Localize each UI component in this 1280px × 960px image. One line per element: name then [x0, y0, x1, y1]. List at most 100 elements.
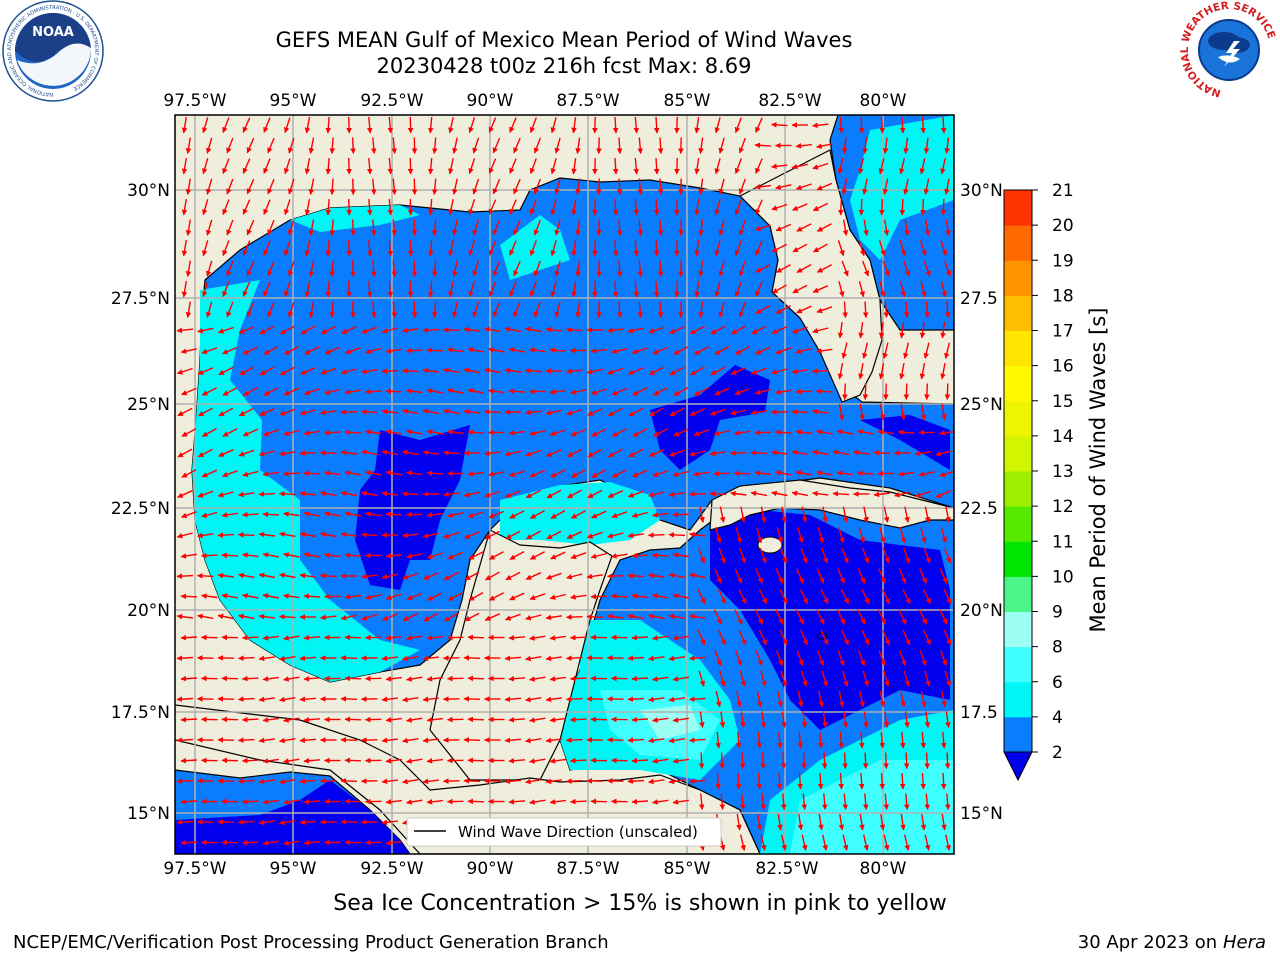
wind-wave-arrow: [364, 388, 382, 395]
wind-wave-arrow: [755, 158, 763, 174]
wind-wave-arrow: [423, 572, 439, 580]
wind-wave-arrow: [283, 281, 291, 298]
wind-wave-arrow: [391, 219, 398, 237]
wind-wave-arrow: [719, 670, 726, 687]
wind-wave-arrow: [484, 530, 501, 540]
lon-tick: 80°W: [860, 859, 907, 879]
wind-wave-arrow: [863, 506, 869, 523]
wind-wave-arrow: [201, 469, 218, 478]
wind-wave-arrow: [857, 429, 874, 435]
wind-wave-arrow: [472, 137, 480, 154]
wind-wave-arrow: [197, 448, 213, 458]
colorbar-bin: [1004, 646, 1032, 683]
wind-wave-arrow: [197, 613, 214, 620]
wind-wave-arrow: [217, 532, 235, 538]
wind-wave-arrow: [566, 368, 583, 375]
wind-wave-arrow: [776, 264, 791, 273]
wind-wave-arrow: [669, 326, 685, 334]
wind-wave-arrow: [694, 158, 700, 175]
wind-wave-arrow: [431, 301, 438, 319]
wind-wave-arrow: [920, 403, 927, 421]
wind-wave-arrow: [822, 506, 828, 523]
wind-wave-arrow: [591, 510, 607, 519]
colorbar-tick-label: 4: [1052, 708, 1063, 728]
wind-wave-arrow: [837, 568, 845, 584]
wind-wave-arrow: [738, 301, 746, 318]
wind-wave-arrow: [616, 219, 623, 237]
wind-wave-arrow: [320, 409, 337, 416]
wind-wave-arrow: [591, 468, 607, 479]
wind-wave-arrow: [361, 490, 378, 497]
wind-wave-arrow: [525, 449, 542, 457]
lat-tick: 25°N: [127, 395, 170, 415]
wind-wave-arrow: [899, 198, 906, 216]
wind-wave-arrow: [672, 717, 690, 723]
wind-wave-arrow: [324, 552, 341, 558]
wind-wave-arrow: [756, 772, 762, 790]
wind-wave-arrow: [283, 387, 300, 396]
wind-wave-arrow: [262, 552, 280, 558]
wind-wave-arrow: [402, 408, 419, 415]
wind-wave-arrow: [837, 322, 844, 339]
wind-wave-arrow: [525, 409, 542, 416]
wind-wave-arrow: [693, 387, 709, 396]
wind-wave-arrow: [180, 675, 198, 682]
colorbar-tick-label: 2: [1052, 743, 1063, 763]
wind-wave-arrow: [842, 301, 848, 319]
wind-wave-arrow: [879, 691, 886, 708]
wind-wave-arrow: [443, 408, 460, 415]
wind-wave-arrow: [406, 470, 423, 476]
wind-wave-arrow: [180, 348, 197, 354]
wind-wave-arrow: [653, 198, 660, 216]
wind-wave-arrow: [694, 199, 700, 216]
wind-wave-arrow: [385, 717, 402, 723]
wind-wave-arrow: [612, 280, 619, 298]
wind-wave-arrow: [344, 757, 362, 764]
wind-wave-arrow: [325, 198, 332, 216]
wind-wave-arrow: [222, 158, 230, 175]
wind-wave-arrow: [569, 634, 587, 641]
wind-wave-arrow: [715, 527, 722, 544]
wind-wave-arrow: [575, 219, 581, 236]
wind-wave-arrow: [796, 263, 812, 274]
isle-of-youth: [757, 536, 783, 554]
wind-wave-arrow: [899, 322, 905, 339]
wind-wave-arrow: [575, 301, 581, 318]
wind-wave-arrow: [468, 199, 476, 216]
wind-wave-arrow: [222, 346, 238, 355]
wind-wave-arrow: [488, 347, 505, 353]
wind-wave-arrow: [903, 137, 909, 154]
wind-wave-arrow: [920, 198, 926, 216]
wind-wave-arrow: [718, 219, 725, 236]
wind-wave-arrow: [319, 572, 337, 579]
wind-wave-arrow: [366, 157, 373, 175]
wind-wave-arrow: [180, 839, 198, 846]
wind-wave-arrow: [858, 527, 866, 544]
wind-wave-arrow: [382, 613, 398, 621]
wind-wave-arrow: [944, 342, 951, 359]
wind-wave-arrow: [299, 572, 316, 579]
wind-wave-arrow: [505, 490, 521, 498]
wind-wave-arrow: [402, 532, 419, 539]
wind-wave-arrow: [883, 301, 889, 319]
wind-wave-arrow: [754, 142, 772, 149]
wind-wave-arrow: [361, 573, 378, 580]
wind-wave-arrow: [181, 157, 188, 175]
wind-wave-arrow: [900, 691, 906, 708]
lat-tick: 20°N: [127, 601, 170, 621]
wind-wave-arrow: [226, 137, 234, 154]
wind-wave-arrow: [570, 594, 587, 600]
wind-wave-arrow: [365, 347, 382, 354]
wind-wave-arrow: [858, 650, 866, 667]
wind-wave-arrow: [945, 506, 951, 523]
colorbar-bin: [1004, 260, 1032, 296]
wind-wave-arrow: [325, 157, 332, 175]
wind-wave-arrow: [504, 655, 522, 662]
wind-wave-arrow: [781, 711, 787, 728]
wind-wave-arrow: [862, 301, 869, 319]
wind-wave-arrow: [633, 157, 640, 175]
wind-wave-arrow: [734, 158, 742, 175]
noaa-logo: NATIONAL OCEANIC AND ATMOSPHERIC ADMINIS…: [2, 0, 104, 102]
wind-wave-arrow: [267, 178, 275, 195]
